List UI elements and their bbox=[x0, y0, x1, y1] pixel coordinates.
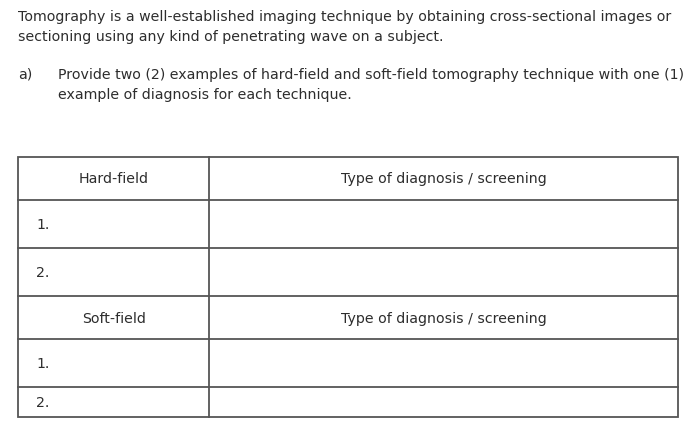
Text: a): a) bbox=[18, 68, 32, 82]
Text: Tomography is a well-established imaging technique by obtaining cross-sectional : Tomography is a well-established imaging… bbox=[18, 10, 671, 44]
Text: 2.: 2. bbox=[36, 395, 50, 409]
Text: Type of diagnosis / screening: Type of diagnosis / screening bbox=[341, 311, 547, 325]
Text: 2.: 2. bbox=[36, 265, 50, 279]
Text: Type of diagnosis / screening: Type of diagnosis / screening bbox=[341, 172, 547, 186]
Text: 1.: 1. bbox=[36, 356, 50, 370]
Text: Soft-field: Soft-field bbox=[82, 311, 146, 325]
Text: Provide two (2) examples of hard-field and soft-field tomography technique with : Provide two (2) examples of hard-field a… bbox=[58, 68, 684, 102]
Text: Hard-field: Hard-field bbox=[78, 172, 148, 186]
Text: 1.: 1. bbox=[36, 217, 50, 231]
Bar bbox=[18, 158, 678, 417]
